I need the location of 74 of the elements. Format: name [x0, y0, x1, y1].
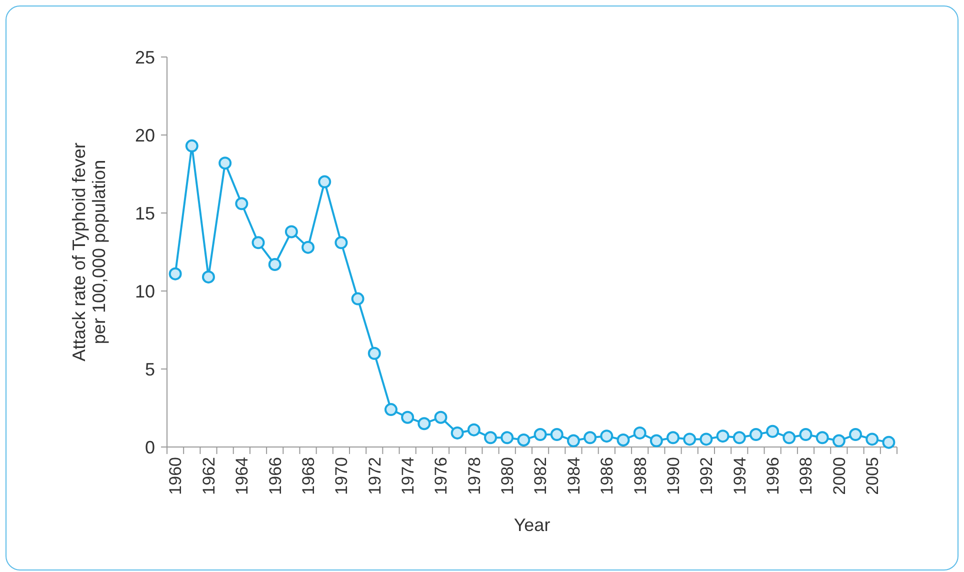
x-tick-label: 1984 — [564, 457, 584, 495]
x-tick-label: 2000 — [830, 457, 849, 495]
point — [401, 410, 414, 424]
point — [716, 430, 730, 443]
y-tick-label: 25 — [134, 47, 155, 68]
x-tick-label: 1986 — [598, 457, 617, 495]
y-tick-label: 20 — [134, 125, 155, 146]
point — [168, 267, 182, 280]
point — [600, 430, 614, 443]
point — [550, 428, 564, 442]
x-tick-label: 1968 — [298, 457, 318, 495]
point — [882, 436, 896, 449]
x-tick-label: 1964 — [232, 457, 252, 495]
point — [450, 426, 464, 440]
point — [849, 428, 862, 442]
point — [500, 431, 514, 444]
point — [284, 225, 298, 238]
point — [517, 433, 530, 446]
point — [566, 434, 580, 448]
point — [318, 175, 332, 188]
y-tick-label: 10 — [134, 281, 155, 302]
x-tick-label: 1970 — [332, 457, 352, 495]
point — [334, 236, 348, 250]
point — [268, 258, 282, 271]
point — [799, 428, 812, 442]
point — [633, 426, 646, 440]
point — [650, 434, 663, 448]
point — [700, 432, 713, 446]
point — [616, 433, 630, 446]
y-tick-label: 0 — [144, 437, 155, 458]
x-tick-label: 1976 — [432, 457, 451, 495]
point — [434, 410, 448, 424]
x-tick-label: 1992 — [697, 457, 716, 495]
x-tick-label: 1994 — [730, 457, 750, 495]
x-tick-label: 1980 — [498, 457, 518, 495]
y-tick-label: 15 — [134, 203, 155, 224]
point — [185, 139, 198, 152]
x-tick-label: 2005 — [863, 457, 882, 495]
y-axis-title: Attack rate of Typhoid fever per 100,000 population — [69, 142, 109, 362]
point — [732, 431, 746, 444]
point — [766, 424, 780, 438]
point — [384, 403, 398, 416]
point — [484, 431, 498, 444]
x-tick-label: 1960 — [166, 457, 186, 495]
point — [866, 432, 879, 446]
x-tick-label: 1996 — [764, 457, 783, 495]
point — [368, 346, 381, 360]
point — [218, 156, 232, 170]
point — [534, 428, 547, 442]
x-tick-label: 1974 — [398, 457, 418, 495]
x-tick-label: 1982 — [531, 457, 550, 495]
point — [235, 197, 248, 210]
point — [666, 431, 680, 444]
point — [584, 431, 597, 444]
y-tick-label: 5 — [144, 359, 155, 380]
point — [816, 431, 829, 444]
point — [252, 236, 265, 250]
point — [202, 270, 215, 284]
point — [467, 423, 480, 436]
x-tick-label: 1966 — [266, 457, 285, 495]
x-tick-label: 1962 — [199, 457, 218, 495]
x-tick-label: 1972 — [365, 457, 384, 495]
point — [749, 428, 762, 442]
x-tick-label: 1988 — [630, 457, 650, 495]
point — [351, 292, 364, 306]
x-tick-label: 1998 — [796, 457, 816, 495]
point — [782, 431, 796, 444]
x-tick-label: 1990 — [664, 457, 683, 495]
point — [302, 240, 315, 254]
x-axis-title: Year — [514, 515, 550, 535]
point — [683, 432, 696, 446]
x-tick-label: 1978 — [464, 457, 484, 495]
point — [832, 434, 846, 448]
point — [418, 417, 431, 430]
